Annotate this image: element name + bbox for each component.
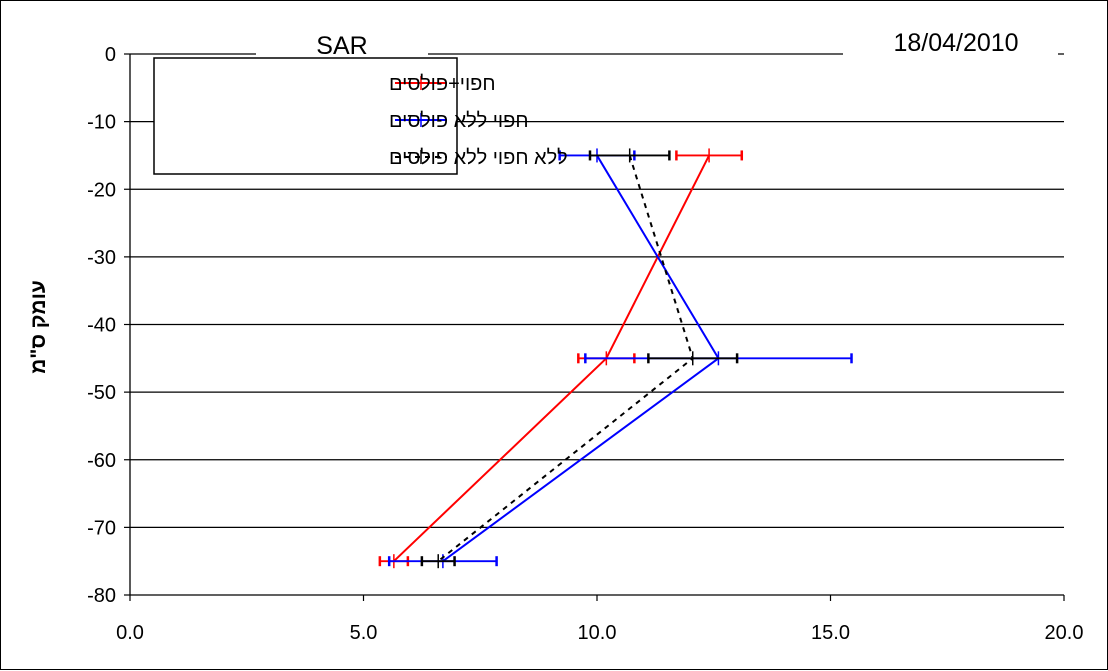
legend-label: חפוי ללא פולסים xyxy=(389,110,528,132)
x-tick-label: 15.0 xyxy=(811,622,850,644)
chart-title: SAR xyxy=(316,32,367,60)
legend-entry: חפוי ללא פולסים xyxy=(389,110,528,132)
tick-labels: 0 -10 -20 -30 -40 -50 -60 -70 -800.0 5.0 10.0 15.0 2… xyxy=(87,44,1083,644)
x-tick-label: 5.0 xyxy=(350,622,378,644)
legend-entry: ללא חפוי ללא פולסים xyxy=(389,147,568,169)
series-3 xyxy=(420,148,739,569)
legend-box xyxy=(153,57,458,175)
legend: חפוי+פולסים חפוי ללא פולסים ללא חפוי ללא פ… xyxy=(153,57,568,175)
legend-label: ללא חפוי ללא פולסים xyxy=(389,147,568,169)
x-tick-label: 0.0 xyxy=(116,622,144,644)
y-tick-label: -80 xyxy=(87,585,116,607)
y-tick-label: -50 xyxy=(87,382,116,404)
y-tick-label: 0 xyxy=(105,44,116,66)
series-group xyxy=(378,148,853,569)
y-tick-label: -70 xyxy=(87,517,116,539)
axes xyxy=(124,53,1065,601)
y-tick-label: -30 xyxy=(87,247,116,269)
series-2 xyxy=(387,148,853,569)
x-tick-label: 10.0 xyxy=(578,622,617,644)
y-tick-label: -40 xyxy=(87,315,116,337)
chart-date-label: 18/04/2010 xyxy=(893,29,1018,57)
y-tick-label: -10 xyxy=(87,112,116,134)
x-tick-label: 20.0 xyxy=(1045,622,1084,644)
legend-label: חפוי+פולסים xyxy=(389,73,496,95)
legend-entry: חפוי+פולסים xyxy=(389,73,496,95)
y-axis-title: עומק ס"מ xyxy=(27,280,50,374)
y-tick-label: -60 xyxy=(87,450,116,472)
date-box xyxy=(843,15,1058,63)
y-tick-label: -20 xyxy=(87,179,116,201)
